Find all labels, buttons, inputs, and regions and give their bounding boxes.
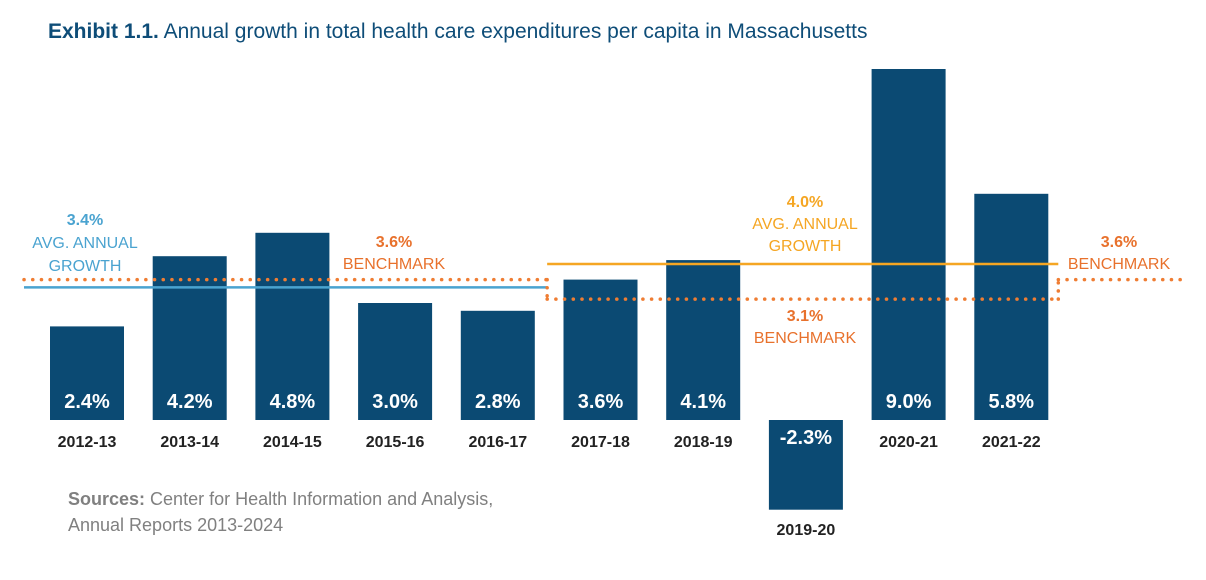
sources-note: Sources: Center for Health Information a… — [68, 486, 508, 538]
annotation-avg-annual-growth-2018-2022-avg-annual: AVG. ANNUAL — [752, 216, 858, 233]
annotation-avg-annual-growth-2013-2019-3-4: 3.4% — [67, 212, 103, 229]
bar-2018-19 — [666, 260, 741, 420]
category-label-2021-22: 2021-22 — [982, 434, 1041, 451]
category-label-2014-15: 2014-15 — [263, 434, 322, 451]
exhibit-number: Exhibit 1.1. — [48, 20, 159, 43]
category-label-2017-18: 2017-18 — [571, 434, 630, 451]
annotation-benchmark-late-benchmark: BENCHMARK — [1068, 256, 1171, 273]
category-label-2018-19: 2018-19 — [674, 434, 733, 451]
bar-2017-18 — [563, 279, 638, 420]
annotation-benchmark-early-3-6: 3.6% — [376, 234, 412, 251]
bar-2015-16 — [358, 303, 433, 420]
bar-2020-21 — [871, 69, 946, 420]
annotation-benchmark-early-benchmark: BENCHMARK — [343, 256, 446, 273]
value-label-2015-16: 3.0% — [372, 391, 418, 413]
bar-2012-13 — [50, 326, 124, 420]
value-label-2014-15: 4.8% — [270, 391, 316, 413]
bar-2019-20 — [768, 420, 843, 510]
annotation-benchmark-late-3-6: 3.6% — [1101, 234, 1137, 251]
sources-label: Sources: — [68, 489, 146, 509]
chart-title: Exhibit 1.1. Annual growth in total heal… — [48, 20, 867, 44]
category-label-2016-17: 2016-17 — [468, 434, 527, 451]
annotation-benchmark-mid-benchmark: BENCHMARK — [754, 330, 857, 347]
value-label-2016-17: 2.8% — [475, 391, 521, 413]
annotation-avg-annual-growth-2018-2022-growth: GROWTH — [769, 238, 842, 255]
annotation-avg-annual-growth-2018-2022-4-0: 4.0% — [787, 194, 823, 211]
value-label-2013-14: 4.2% — [167, 391, 213, 413]
category-label-2013-14: 2013-14 — [160, 434, 219, 451]
bar-2021-22 — [974, 193, 1049, 420]
value-label-2019-20: -2.3% — [780, 427, 832, 449]
annotation-benchmark-mid-3-1: 3.1% — [787, 308, 823, 325]
value-label-2012-13: 2.4% — [64, 391, 110, 413]
annotation-avg-annual-growth-2013-2019-growth: GROWTH — [49, 258, 122, 275]
category-label-2012-13: 2012-13 — [58, 434, 117, 451]
value-label-2017-18: 3.6% — [578, 391, 624, 413]
bar-2016-17 — [460, 310, 535, 420]
category-label-2015-16: 2015-16 — [366, 434, 425, 451]
title-text: Annual growth in total health care expen… — [163, 20, 868, 43]
bar-2013-14 — [152, 256, 227, 420]
category-label-2019-20: 2019-20 — [777, 522, 836, 539]
value-label-2018-19: 4.1% — [680, 391, 726, 413]
category-label-2020-21: 2020-21 — [879, 434, 938, 451]
value-label-2021-22: 5.8% — [989, 391, 1035, 413]
bar-2014-15 — [255, 232, 330, 420]
annotation-avg-annual-growth-2013-2019-avg-annual: AVG. ANNUAL — [32, 235, 138, 252]
value-label-2020-21: 9.0% — [886, 391, 932, 413]
sources-text: Center for Health Information and Analys… — [68, 489, 494, 535]
